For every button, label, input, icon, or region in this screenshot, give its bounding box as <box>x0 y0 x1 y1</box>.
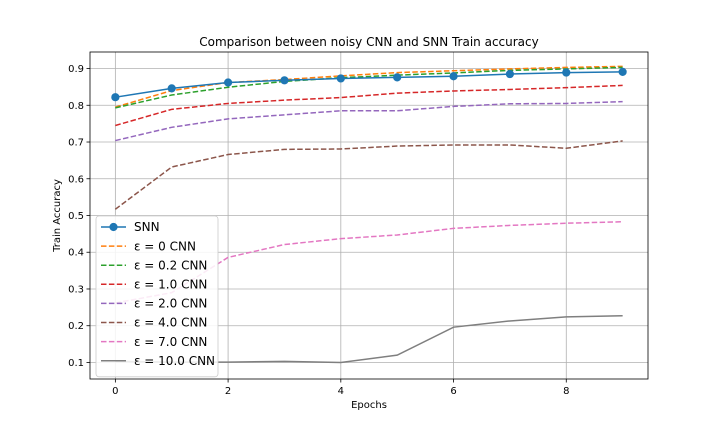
series-line-1 <box>115 65 623 108</box>
y-tick-label: 0.2 <box>68 321 84 332</box>
legend-label-3: ε = 1.0 CNN <box>134 278 207 292</box>
series-point-0 <box>111 93 120 102</box>
series-point-0 <box>618 67 627 76</box>
series-point-0 <box>336 74 345 83</box>
x-tick-label: 6 <box>450 386 456 397</box>
legend: SNN ε = 0 CNN ε = 0.2 CNN ε = 1.0 CNN ε = 2.… <box>95 215 219 378</box>
legend-label-1: ε = 0 CNN <box>134 239 196 253</box>
series-point-0 <box>223 78 233 87</box>
x-tick-label: 8 <box>563 386 569 397</box>
series-line-4 <box>115 100 623 142</box>
legend-label-2: ε = 0.2 CNN <box>134 258 207 272</box>
series-line-3 <box>115 84 623 127</box>
legend-box <box>95 215 219 378</box>
x-tick-label: 0 <box>112 386 118 397</box>
y-tick-label: 0.7 <box>68 138 84 149</box>
legend-label-0: SNN <box>134 220 160 234</box>
series-line-2 <box>115 66 623 109</box>
chart-title: Comparison between noisy CNN and SNN Tra… <box>199 35 539 49</box>
y-tick-label: 0.3 <box>68 284 84 295</box>
y-tick-label: 0.8 <box>68 101 84 112</box>
y-axis-label: Train Accuracy <box>52 179 63 253</box>
y-tick-label: 0.4 <box>68 248 84 259</box>
series-point-0 <box>280 76 289 85</box>
legend-label-6: ε = 7.0 CNN <box>134 335 207 349</box>
series-point-0 <box>505 69 515 79</box>
series-point-0 <box>562 68 571 77</box>
series-point-0 <box>449 72 458 81</box>
y-tick-label: 0.6 <box>68 174 84 185</box>
legend-label-7: ε = 10.0 CNN <box>134 354 215 368</box>
x-tick-label: 4 <box>338 386 344 397</box>
series-point-0 <box>393 73 402 82</box>
legend-label-5: ε = 4.0 CNN <box>134 316 207 330</box>
series-line-5 <box>114 140 623 210</box>
legend-label-4: ε = 2.0 CNN <box>134 297 207 311</box>
y-tick-label: 0.9 <box>68 64 84 75</box>
x-tick-label: 2 <box>225 386 231 397</box>
legend-marker-0 <box>109 222 118 232</box>
y-tick-label: 0.1 <box>68 358 84 369</box>
axis-ticks: 0 2 4 6 8 0.1 0.2 0.3 0.4 0.5 0.6 0.7 0.8 0.9 <box>68 64 569 397</box>
y-tick-label: 0.5 <box>68 211 84 222</box>
series-line-0 <box>115 71 623 98</box>
x-axis-label: Epochs <box>351 400 387 411</box>
series-point-0 <box>167 84 176 93</box>
